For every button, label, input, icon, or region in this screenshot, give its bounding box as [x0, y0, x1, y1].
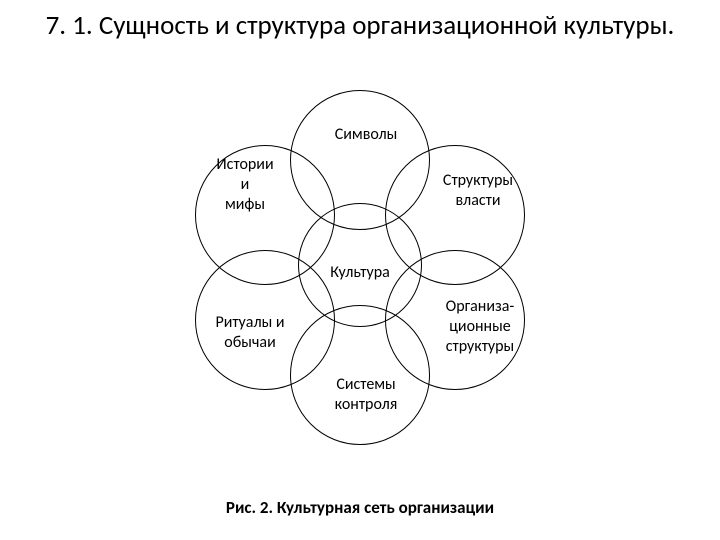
label-control-systems: Системы контроля: [326, 375, 406, 415]
label-power-structures: Структуры власти: [428, 171, 528, 211]
page-title: 7. 1. Сущность и структура организационн…: [0, 10, 720, 42]
label-rituals: Ритуалы и обычаи: [200, 313, 300, 353]
label-center: Культура: [320, 263, 400, 282]
venn-diagram: Символы Структуры власти Организа- ционн…: [130, 95, 590, 475]
label-symbols: Символы: [326, 125, 406, 145]
figure-caption: Рис. 2. Культурная сеть организации: [0, 497, 720, 518]
label-stories-myths: Истории и мифы: [200, 155, 290, 215]
label-org-structures: Организа- ционные структуры: [430, 297, 530, 357]
page: 7. 1. Сущность и структура организационн…: [0, 0, 720, 540]
